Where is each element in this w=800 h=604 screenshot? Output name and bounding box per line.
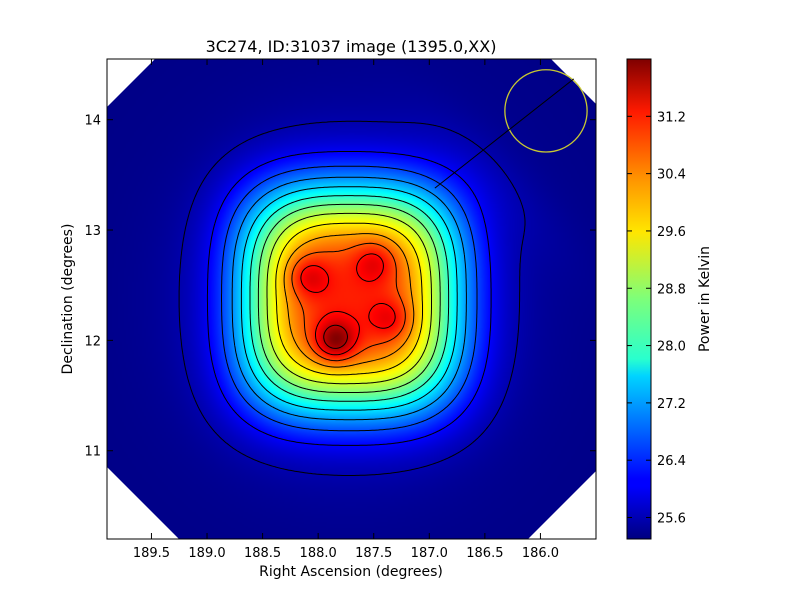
colorbar-tick-label: 31.2 <box>657 110 686 125</box>
corner-mask-3 <box>528 471 596 539</box>
y-tick-label: 14 <box>84 114 101 129</box>
heatmap-image <box>107 59 596 539</box>
x-tick-label: 187.5 <box>355 546 392 561</box>
contour-level-4 <box>240 186 458 411</box>
contour-level-1 <box>206 151 492 446</box>
contour-level-9 <box>283 233 415 368</box>
colorbar-gradient <box>626 58 652 540</box>
contour-level-3 <box>231 176 467 421</box>
colorbar-tick-label: 30.4 <box>657 168 686 183</box>
contour-level-11 <box>300 253 396 356</box>
corner-mask-2 <box>107 467 179 539</box>
colorbar: 25.6 26.4 27.2 28.0 28.8 29.6 30.4 31.2 Power i… <box>626 58 713 540</box>
colorbar-label: Power in Kelvin <box>697 246 713 352</box>
y-tick-label: 12 <box>84 334 101 349</box>
contour-lines <box>178 120 526 476</box>
colorbar-tick-label: 29.6 <box>657 225 686 240</box>
corner-mask-1 <box>551 59 596 104</box>
source-marker-line <box>434 78 575 189</box>
contour-level-12 <box>323 324 348 349</box>
colorbar-tick-label: 28.8 <box>657 282 686 297</box>
contour-level-2 <box>221 165 478 432</box>
plot-frame <box>106 58 597 540</box>
corner-masks <box>107 59 596 539</box>
colorbar-tick-label: 26.4 <box>657 454 686 469</box>
contour-level-10 <box>291 242 406 362</box>
source-circle <box>504 69 588 153</box>
x-tick-label: 188.5 <box>244 546 281 561</box>
x-tick-label: 188.0 <box>300 546 337 561</box>
colorbar-tick-label: 25.6 <box>657 512 686 527</box>
corner-mask-0 <box>107 59 155 107</box>
contour-level-7 <box>266 212 432 385</box>
x-tick-label: 186.0 <box>522 546 559 561</box>
contour-level-6 <box>257 203 441 393</box>
colorbar-ticks: 25.6 26.4 27.2 28.0 28.8 29.6 30.4 31.2 <box>627 110 686 527</box>
x-tick-label: 186.5 <box>466 546 503 561</box>
x-tick-label: 187.0 <box>411 546 448 561</box>
x-axis-label: Right Ascension (degrees) <box>259 564 443 580</box>
y-axis: 11 12 13 14 <box>84 114 596 460</box>
x-tick-label: 189.0 <box>188 546 225 561</box>
plot-area <box>106 58 597 540</box>
colorbar-tick-label: 27.2 <box>657 397 686 412</box>
y-tick-label: 13 <box>84 224 101 239</box>
contour-level-8 <box>275 222 423 376</box>
x-tick-label: 189.5 <box>133 546 170 561</box>
x-axis: 189.5 189.0 188.5 188.0 187.5 187.0 186.5 186.0 <box>133 59 559 561</box>
chart-title: 3C274, ID:31037 image (1395.0,XX) <box>206 37 497 56</box>
colorbar-tick-label: 28.0 <box>657 340 686 355</box>
contour-level-5 <box>249 195 450 402</box>
y-tick-label: 11 <box>84 445 101 460</box>
y-axis-label: Declination (degrees) <box>60 224 76 375</box>
